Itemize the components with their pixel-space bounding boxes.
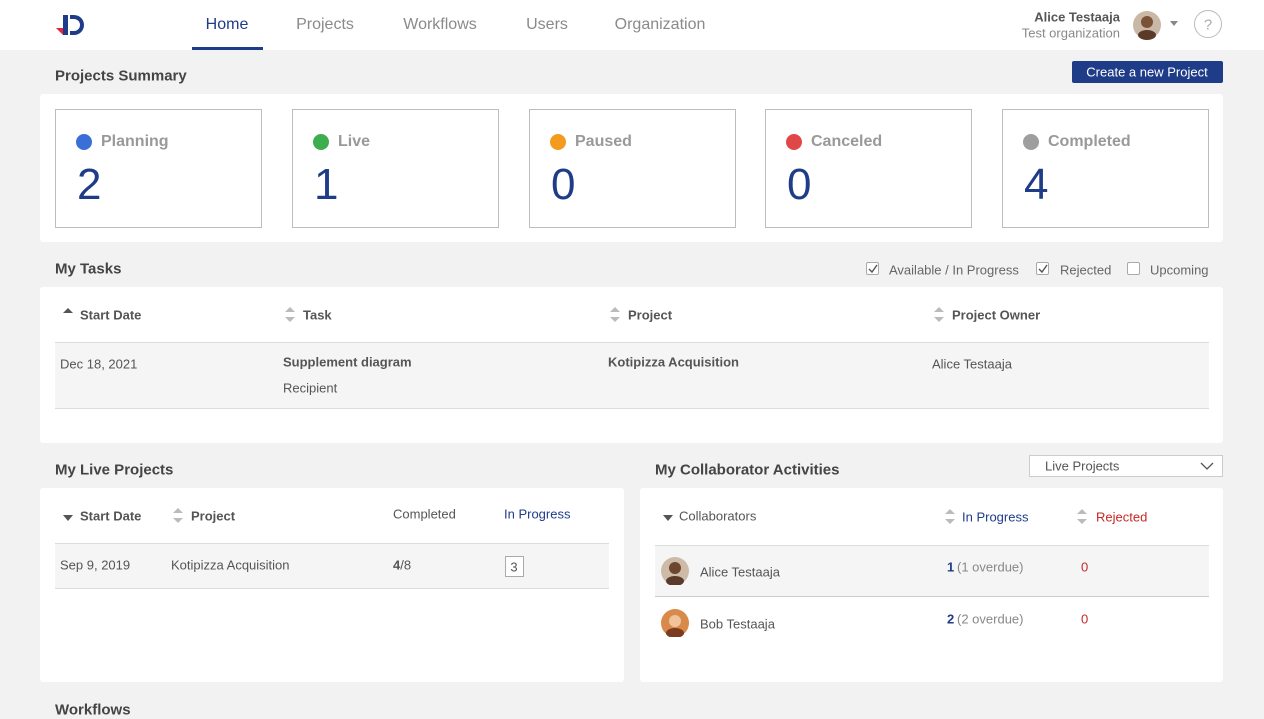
task-name: Supplement diagram [283, 354, 412, 370]
nav-projects[interactable]: Projects [296, 16, 354, 33]
status-dot [76, 134, 92, 150]
column-header: In Progress [504, 506, 571, 522]
column-header[interactable]: Start Date [80, 508, 142, 524]
collaborator-filter-dropdown[interactable] [1029, 455, 1223, 477]
project-completed: 4/8 [393, 559, 411, 572]
nav-workflows[interactable]: Workflows [403, 16, 477, 33]
in-progress-badge[interactable] [505, 556, 524, 577]
filter-checkbox[interactable] [866, 262, 879, 275]
overdue-label: (2 overdue) [957, 611, 1024, 627]
logo[interactable] [54, 12, 90, 38]
collaborators-title: My Collaborator Activities [655, 461, 840, 479]
status-card[interactable] [529, 109, 736, 228]
project-date: Sep 9, 2019 [60, 557, 131, 573]
status-card[interactable] [292, 109, 499, 228]
status-dot [1023, 134, 1039, 150]
dropdown-chevron [1200, 462, 1214, 470]
help-icon: ? [1203, 16, 1213, 34]
column-header[interactable]: Project [191, 508, 236, 524]
filter-label: Rejected [1060, 262, 1112, 278]
nav-active-indicator [192, 47, 263, 50]
live-projects-title: My Live Projects [55, 461, 174, 479]
in-progress-count: 3 [510, 559, 518, 575]
status-count: 1 [314, 160, 339, 209]
nav-home[interactable]: Home [205, 16, 249, 33]
create-project-button[interactable] [1072, 61, 1223, 83]
column-header[interactable]: Collaborators [679, 508, 757, 524]
status-count: 0 [787, 160, 812, 209]
collaborator-name: Bob Testaaja [700, 616, 775, 632]
column-header[interactable]: Project [628, 307, 673, 323]
task-owner: Alice Testaaja [932, 356, 1012, 372]
in-progress-count[interactable]: 1 [947, 559, 955, 575]
status-card[interactable] [1002, 109, 1209, 228]
collaborator-row[interactable] [655, 546, 1209, 597]
column-header[interactable]: Start Date [80, 307, 142, 323]
status-dot [313, 134, 329, 150]
task-role: Recipient [283, 380, 338, 396]
status-label: Paused [575, 133, 632, 150]
status-count: 2 [77, 160, 102, 209]
overdue-label: (1 overdue) [957, 559, 1024, 575]
status-count: 4 [1024, 160, 1049, 209]
nav-organization[interactable]: Organization [614, 16, 706, 33]
status-dot [786, 134, 802, 150]
rejected-count: 0 [1081, 611, 1089, 627]
user-org: Test organization [1021, 25, 1120, 41]
user-menu[interactable] [1132, 10, 1182, 40]
task-date: Dec 18, 2021 [60, 356, 138, 372]
status-dot [550, 134, 566, 150]
check-mark [868, 264, 878, 274]
dropdown-value: Live Projects [1045, 458, 1120, 474]
status-label: Completed [1048, 133, 1131, 150]
help-button[interactable] [1194, 10, 1222, 38]
column-header[interactable]: Rejected [1096, 509, 1148, 525]
collaborator-name: Alice Testaaja [700, 564, 780, 580]
rejected-count: 0 [1081, 559, 1089, 575]
status-card[interactable] [765, 109, 972, 228]
status-count: 0 [551, 160, 576, 209]
summary-title: Projects Summary [55, 67, 187, 85]
divider [55, 342, 1209, 343]
filter-checkbox[interactable] [1036, 262, 1049, 275]
tasks-title: My Tasks [55, 260, 122, 278]
status-card[interactable] [55, 109, 262, 228]
task-project: Kotipizza Acquisition [608, 354, 739, 370]
in-progress-count[interactable]: 2 [947, 611, 955, 627]
avatar [661, 557, 689, 585]
filter-label: Available / In Progress [889, 262, 1019, 278]
completed-total: /8 [400, 557, 412, 573]
user-name[interactable]: Alice Testaaja [1034, 9, 1120, 25]
check-mark [1038, 264, 1048, 274]
column-header[interactable]: Task [303, 307, 332, 323]
filter-checkbox[interactable] [1127, 262, 1140, 275]
workflows-title: Workflows [55, 701, 131, 719]
column-header: Completed [393, 506, 456, 522]
nav-users[interactable]: Users [526, 16, 568, 33]
column-header[interactable]: In Progress [962, 509, 1029, 525]
project-name: Kotipizza Acquisition [171, 557, 290, 573]
create-project-label: Create a new Project [1086, 64, 1208, 80]
status-label: Live [338, 133, 371, 150]
status-label: Planning [101, 133, 169, 150]
avatar [661, 609, 689, 637]
project-row[interactable] [55, 544, 609, 589]
column-header[interactable]: Project Owner [952, 307, 1041, 323]
filter-label: Upcoming [1150, 262, 1209, 278]
top-bar [0, 0, 1264, 50]
status-label: Canceled [811, 133, 883, 150]
divider [655, 545, 1209, 546]
completed-count: 4 [393, 557, 401, 573]
divider [55, 543, 609, 544]
task-row[interactable] [55, 343, 1209, 409]
